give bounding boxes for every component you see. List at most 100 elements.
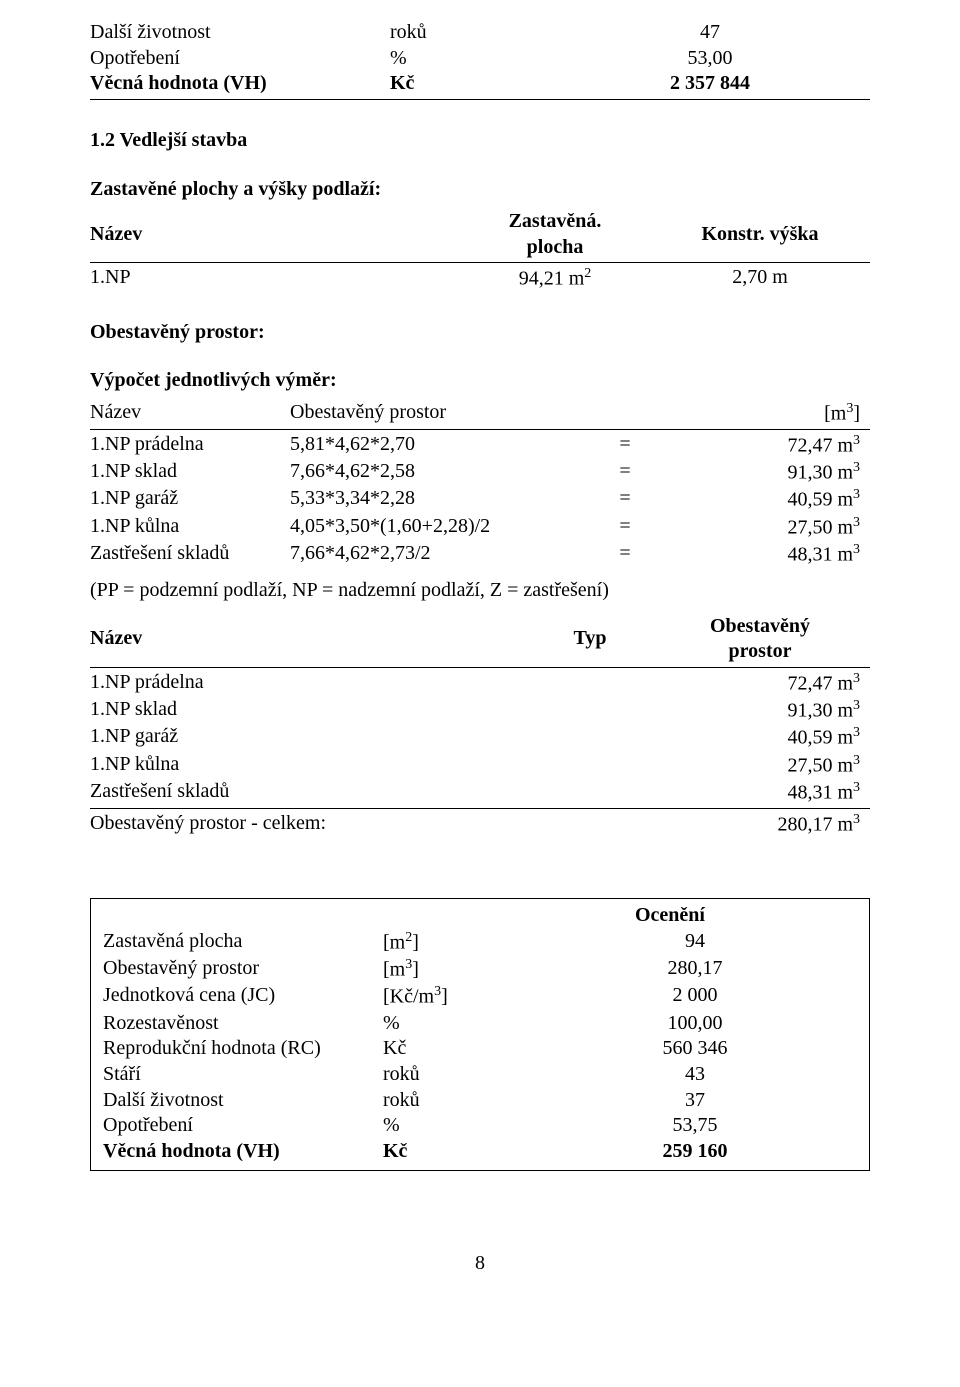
table-row: Zastavěná plocha[m2]94 — [103, 929, 857, 956]
cell: 1.NP kůlna — [90, 752, 530, 779]
divider — [90, 808, 870, 809]
cell-value: 37 — [533, 1088, 857, 1114]
label: Konstr. výška — [701, 222, 818, 248]
cell-value: 2 000 — [533, 983, 857, 1010]
cell-unit: Kč — [390, 71, 550, 97]
cell-label: Rozestavěnost — [103, 1011, 383, 1037]
obest-table: Název Typ Obestavěný prostor 1.NP prádel… — [90, 614, 870, 839]
cell-unit: % — [383, 1011, 533, 1037]
divider — [90, 667, 870, 668]
cell: = — [600, 541, 650, 568]
subhead-zastavene: Zastavěné plochy a výšky podlaží: — [90, 177, 870, 203]
table-row: 1.NP sklad 91,30 m3 — [90, 697, 870, 724]
value: 280,17 m — [777, 814, 853, 836]
cell — [530, 724, 650, 751]
total-label: Obestavěný prostor - celkem: — [90, 811, 530, 838]
label: prostor — [729, 640, 792, 662]
table-row: Reprodukční hodnota (RC)Kč560 346 — [103, 1036, 857, 1062]
table-row: Opotřebení%53,75 — [103, 1113, 857, 1139]
cell-value: 560 346 — [533, 1036, 857, 1062]
cell-unit: Kč — [383, 1036, 533, 1062]
cell: 4,05*3,50*(1,60+2,28)/2 — [290, 514, 600, 541]
cell: = — [600, 432, 650, 459]
cell: 91,30 m3 — [650, 697, 870, 724]
cell: = — [600, 486, 650, 513]
table-row: Zastřešení skladů 48,31 m3 — [90, 779, 870, 806]
table-row: Další životnostroků37 — [103, 1088, 857, 1114]
page: Další životnostroků47Opotřebení%53,00Věc… — [0, 0, 960, 1317]
label: Obestavěný — [710, 615, 810, 637]
table-row: 1.NP kůlna4,05*3,50*(1,60+2,28)/2=27,50 … — [90, 514, 870, 541]
cell-label: Reprodukční hodnota (RC) — [103, 1036, 383, 1062]
cell: 1.NP sklad — [90, 459, 290, 486]
cell-label: Stáří — [103, 1062, 383, 1088]
table-row: Věcná hodnota (VH)Kč259 160 — [103, 1139, 857, 1165]
cell-label: Obestavěný prostor — [103, 956, 383, 983]
label: ] — [853, 402, 860, 424]
vypocet-header: Výpočet jednotlivých výměr: — [90, 368, 870, 394]
table-row: Věcná hodnota (VH)Kč2 357 844 — [90, 71, 870, 97]
cell: 1.NP — [90, 265, 460, 292]
table-row: 1.NP garáž40,59 m3 — [90, 724, 870, 751]
cell: 7,66*4,62*2,58 — [290, 459, 600, 486]
cell-label: Další životnost — [103, 1088, 383, 1114]
cell: 1.NP sklad — [90, 697, 530, 724]
cell: Zastřešení skladů — [90, 541, 290, 568]
cell-value: 53,00 — [550, 46, 870, 72]
sup: 2 — [584, 266, 591, 281]
col-head: Název — [90, 400, 290, 427]
table-row: Zastřešení skladů7,66*4,62*2,73/2=48,31 … — [90, 541, 870, 568]
cell-label: Opotřebení — [90, 46, 390, 72]
cell-value: 47 — [550, 20, 870, 46]
cell: 91,30 m3 — [650, 459, 870, 486]
cell-value: 43 — [533, 1062, 857, 1088]
table-row: Rozestavěnost%100,00 — [103, 1011, 857, 1037]
table-row: 1.NP sklad7,66*4,62*2,58=91,30 m3 — [90, 459, 870, 486]
cell: 1.NP prádelna — [90, 670, 530, 697]
top-block: Další životnostroků47 Opotřebení%53,00Věc… — [90, 20, 870, 97]
label: plocha — [527, 236, 584, 258]
col-head: Název — [90, 614, 530, 665]
cell-unit: roků — [383, 1062, 533, 1088]
cell: 5,81*4,62*2,70 — [290, 432, 600, 459]
cell: 7,66*4,62*2,73/2 — [290, 541, 600, 568]
cell: 72,47 m3 — [650, 670, 870, 697]
cell-unit: % — [383, 1113, 533, 1139]
col-nazev: Název — [90, 209, 460, 260]
cell: Zastřešení skladů — [90, 779, 530, 806]
cell — [530, 779, 650, 806]
vypocet-table: Název Obestavěný prostor [m3] 1.NP práde… — [90, 400, 870, 569]
label: [m — [824, 402, 846, 424]
table-row: Obestavěný prostor[m3]280,17 — [103, 956, 857, 983]
cell: 5,33*3,34*2,28 — [290, 486, 600, 513]
cell-value: 280,17 — [533, 956, 857, 983]
table-row: Jednotková cena (JC)[Kč/m3]2 000 — [103, 983, 857, 1010]
value: 94,21 m — [519, 268, 585, 290]
cell-unit: % — [390, 46, 550, 72]
total-value: 280,17 m3 — [650, 811, 870, 838]
cell-unit: roků — [383, 1088, 533, 1114]
cell: 27,50 m3 — [650, 514, 870, 541]
cell: 48,31 m3 — [650, 779, 870, 806]
cell-unit: [m3] — [383, 956, 533, 983]
cell: 27,50 m3 — [650, 752, 870, 779]
oceneni-title: Ocenění — [103, 903, 857, 929]
cell-value: 100,00 — [533, 1011, 857, 1037]
cell-value: 53,75 — [533, 1113, 857, 1139]
cell: = — [600, 514, 650, 541]
label: Typ — [574, 626, 607, 652]
table-row: 1.NP prádelna 72,47 m3 — [90, 670, 870, 697]
cell-unit: [Kč/m3] — [383, 983, 533, 1010]
divider — [90, 429, 870, 430]
table-row: Stáříroků43 — [103, 1062, 857, 1088]
cell-label: Jednotková cena (JC) — [103, 983, 383, 1010]
cell: 1.NP garáž — [90, 486, 290, 513]
cell: 1.NP kůlna — [90, 514, 290, 541]
divider — [90, 262, 870, 263]
cell-unit: Kč — [383, 1139, 533, 1165]
cell: 48,31 m3 — [650, 541, 870, 568]
cell-label: Další životnost — [90, 20, 390, 46]
cell-label: Opotřebení — [103, 1113, 383, 1139]
col-head: Typ — [530, 614, 650, 665]
cell-unit: roků — [390, 20, 550, 46]
